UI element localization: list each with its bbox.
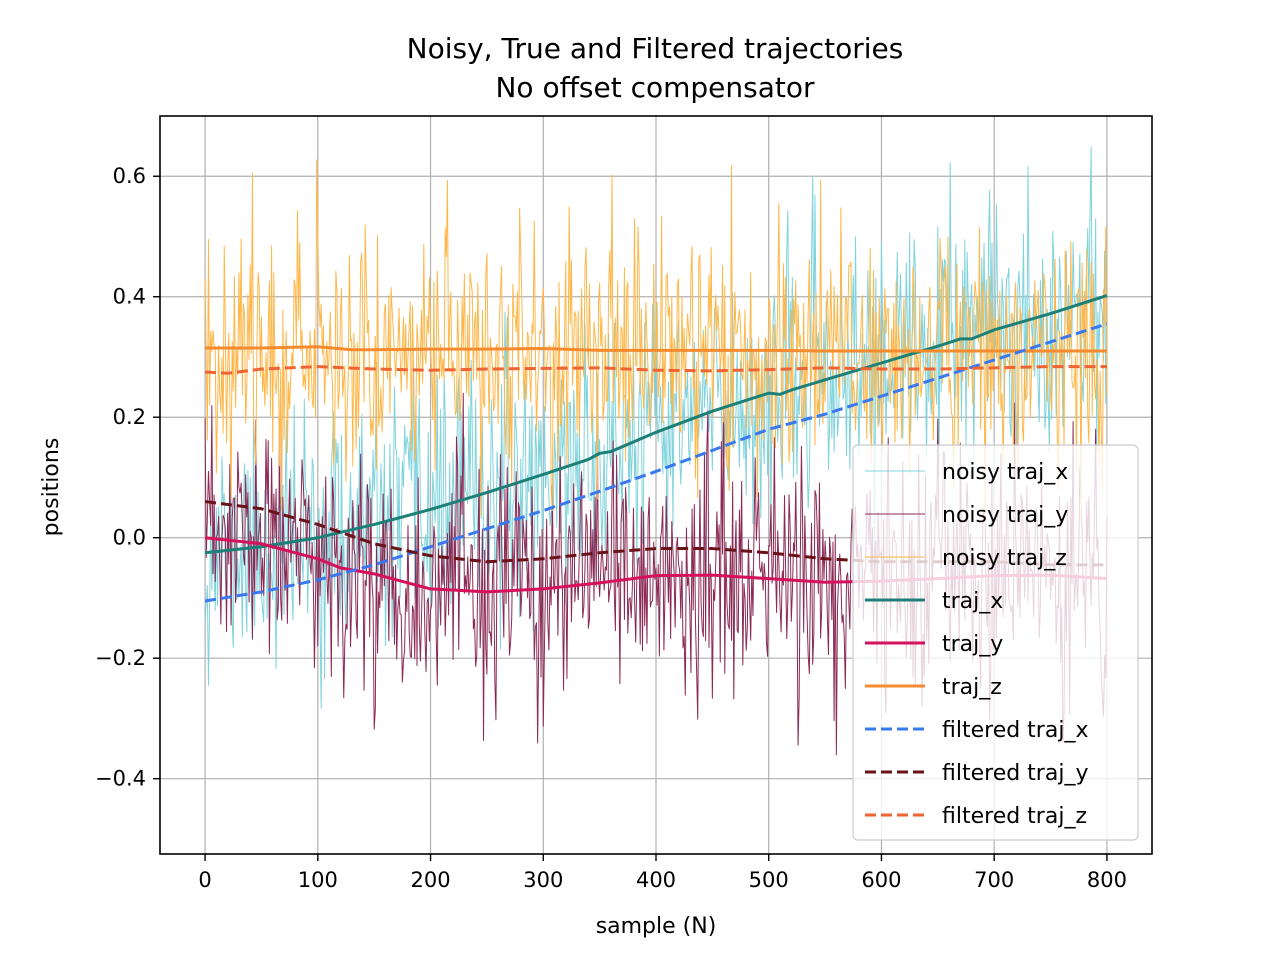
x-axis-label: sample (N) (596, 914, 717, 939)
axis-ticks: 0 100 200 300 400 500 600 700 800 −0.4 −0.2 0.0 0.2 0… (95, 164, 1127, 892)
x-tick-label: 200 (410, 868, 450, 892)
legend-label: noisy traj_z (942, 546, 1067, 571)
legend-label: filtered traj_x (942, 718, 1088, 743)
legend-label: noisy traj_y (942, 503, 1068, 528)
legend-label: noisy traj_x (942, 460, 1068, 485)
x-tick-label: 0 (198, 868, 211, 892)
y-tick-label: −0.2 (95, 646, 146, 670)
legend-label: traj_y (942, 632, 1003, 657)
x-tick-label: 600 (861, 868, 901, 892)
y-axis-label: positions (39, 438, 64, 537)
x-tick-label: 300 (523, 868, 563, 892)
series-noisy-traj_z (204, 159, 1108, 526)
legend-box (852, 444, 1139, 841)
series-filtered-traj_z (205, 365, 1107, 375)
x-tick-label: 700 (974, 868, 1014, 892)
y-tick-label: −0.4 (95, 767, 146, 791)
legend-label: filtered traj_y (942, 761, 1088, 786)
y-tick-label: 0.4 (113, 285, 146, 309)
legend-label: traj_z (942, 675, 1002, 700)
legend-label: filtered traj_z (942, 804, 1087, 829)
y-tick-label: 0.2 (113, 405, 146, 429)
series-traj_z (205, 345, 1107, 353)
x-tick-label: 400 (636, 868, 676, 892)
series-filtered-traj_x (204, 322, 1108, 603)
chart-subtitle: No offset compensator (495, 71, 814, 104)
y-tick-label: 0.0 (113, 526, 146, 550)
y-tick-label: 0.6 (113, 164, 146, 188)
legend-label: traj_x (942, 589, 1003, 614)
chart-title: Noisy, True and Filtered trajectories (407, 32, 904, 65)
x-tick-label: 800 (1087, 868, 1127, 892)
x-tick-label: 500 (749, 868, 789, 892)
series-traj_x (204, 294, 1108, 555)
x-tick-label: 100 (298, 868, 338, 892)
